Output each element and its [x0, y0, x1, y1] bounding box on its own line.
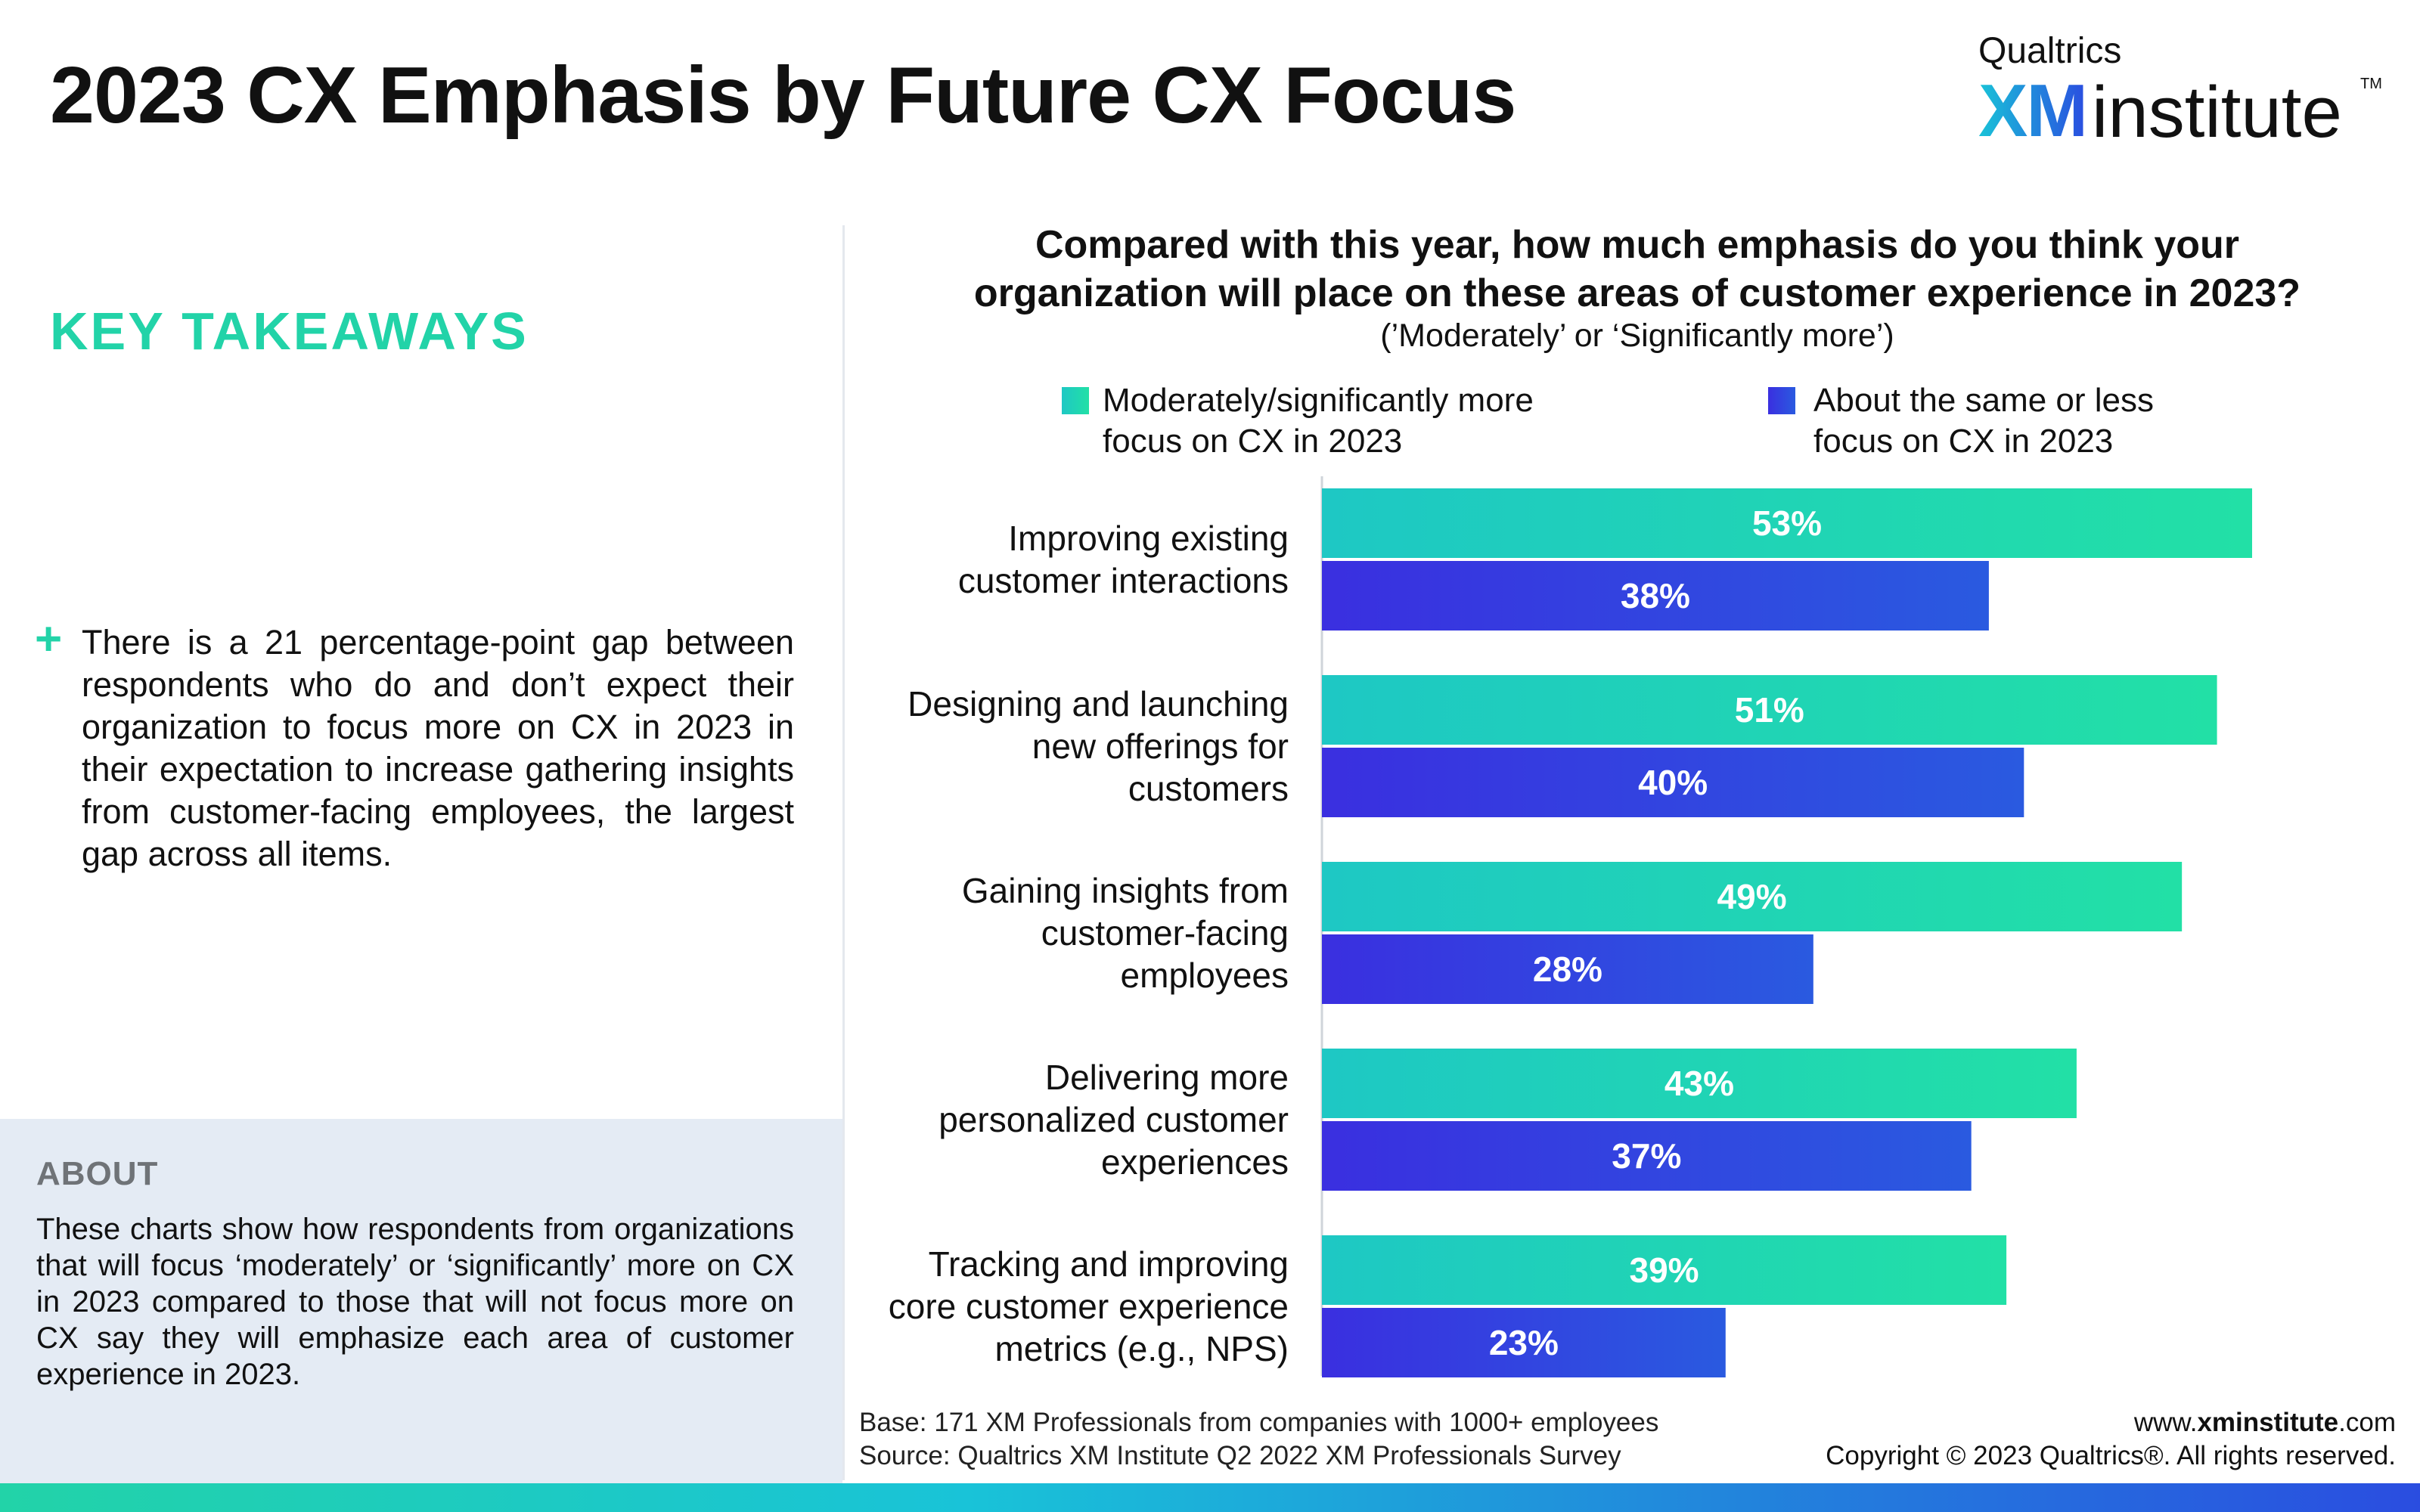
footer-copyright: Copyright © 2023 Qualtrics®. All rights …: [1826, 1441, 2396, 1470]
chart-title: Compared with this year, how much emphas…: [862, 221, 2412, 318]
about-text: These charts show how respondents from o…: [36, 1213, 794, 1391]
footer-base-source: Base: 171 XM Professionals from companie…: [859, 1406, 1658, 1473]
bar-value-label: 38%: [1621, 576, 1690, 615]
bar-value-label: 51%: [1735, 690, 1804, 730]
takeaway-item: There is a 21 percentage-point gap betwe…: [82, 623, 794, 873]
footer-base: Base: 171 XM Professionals from companie…: [859, 1408, 1659, 1437]
bar-series1-cat4: [1322, 1049, 2077, 1118]
bar-value-label: 37%: [1612, 1136, 1681, 1176]
footer-url[interactable]: www.xminstitute.com: [2134, 1406, 2396, 1439]
category-label: employees: [1121, 956, 1289, 995]
bar-value-label: 43%: [1665, 1064, 1734, 1103]
about-panel: ABOUT These charts show how respondents …: [0, 1119, 842, 1485]
logo-trademark: TM: [2360, 76, 2382, 92]
bar-series2-cat1: [1322, 561, 1989, 631]
category-label: Delivering more: [1045, 1058, 1289, 1097]
chart-subtitle: (’Moderately’ or ‘Significantly more’): [1380, 318, 1894, 354]
xm-institute-logo: Qualtrics XM institute TM: [1978, 30, 2382, 153]
category-label: personalized customer: [939, 1100, 1289, 1139]
bar-value-label: 40%: [1638, 763, 1708, 802]
legend-swatch-same-or-less: [1768, 387, 1795, 414]
footer-url-bold: xminstitute: [2197, 1408, 2339, 1437]
bar-series2-cat5: [1322, 1308, 1726, 1377]
category-label: customer interactions: [958, 561, 1289, 600]
category-label: Tracking and improving: [929, 1244, 1289, 1284]
page-title: 2023 CX Emphasis by Future CX Focus: [50, 51, 1516, 140]
legend-label-same-or-less: About the same or less: [1813, 382, 2155, 419]
key-takeaways-heading: KEY TAKEAWAYS: [50, 302, 529, 361]
bar-value-label: 53%: [1752, 503, 1822, 543]
category-label: metrics (e.g., NPS): [994, 1329, 1289, 1368]
panel-divider: [842, 225, 845, 1480]
category-label: new offerings for: [1032, 727, 1289, 766]
category-label: Gaining insights from: [962, 871, 1289, 910]
logo-qualtrics-text: Qualtrics: [1978, 31, 2122, 71]
category-label: customers: [1128, 769, 1289, 808]
bar-series1-cat5: [1322, 1235, 2007, 1305]
bar-value-label: 49%: [1717, 877, 1787, 916]
bar-series1-cat2: [1322, 675, 2217, 745]
footer-source: Source: Qualtrics XM Institute Q2 2022 X…: [859, 1441, 1621, 1470]
category-label: Designing and launching: [908, 684, 1289, 723]
about-heading: ABOUT: [36, 1155, 159, 1192]
category-label: experiences: [1101, 1142, 1289, 1182]
plus-icon: +: [35, 613, 63, 665]
bar-value-label: 39%: [1630, 1250, 1699, 1290]
category-label: core customer experience: [889, 1287, 1289, 1326]
category-label: Improving existing: [1008, 519, 1289, 558]
bar-series2-cat4: [1322, 1121, 1972, 1191]
bar-series1-cat3: [1322, 862, 2183, 931]
category-label: customer-facing: [1041, 913, 1289, 953]
chart-title-line: organization will place on these areas o…: [973, 271, 2301, 315]
legend-swatch-more-focus: [1062, 387, 1089, 414]
footer-url-prefix: www.: [2133, 1408, 2198, 1437]
legend-label-line: Moderately/significantly more: [1103, 382, 1534, 419]
logo-institute-text: institute: [2092, 72, 2342, 153]
bar-series2-cat3: [1322, 934, 1813, 1004]
logo-xm-text: XM: [1978, 69, 2088, 152]
bottom-gradient-bar: [0, 1483, 2420, 1512]
chart-title-line: Compared with this year, how much emphas…: [1035, 223, 2240, 267]
bar-value-label: 23%: [1489, 1323, 1559, 1362]
bar-series2-cat2: [1322, 748, 2024, 817]
legend-label-more-focus: Moderately/significantly more: [1103, 380, 1534, 421]
footer-url-suffix: .com: [2338, 1408, 2396, 1437]
legend-label-same-or-less-line2: focus on CX in 2023: [1813, 423, 2114, 460]
bar-value-label: 28%: [1533, 950, 1602, 989]
bar-series1-cat1: [1322, 488, 2252, 558]
legend-label-more-focus-line2: focus on CX in 2023: [1103, 423, 1403, 460]
